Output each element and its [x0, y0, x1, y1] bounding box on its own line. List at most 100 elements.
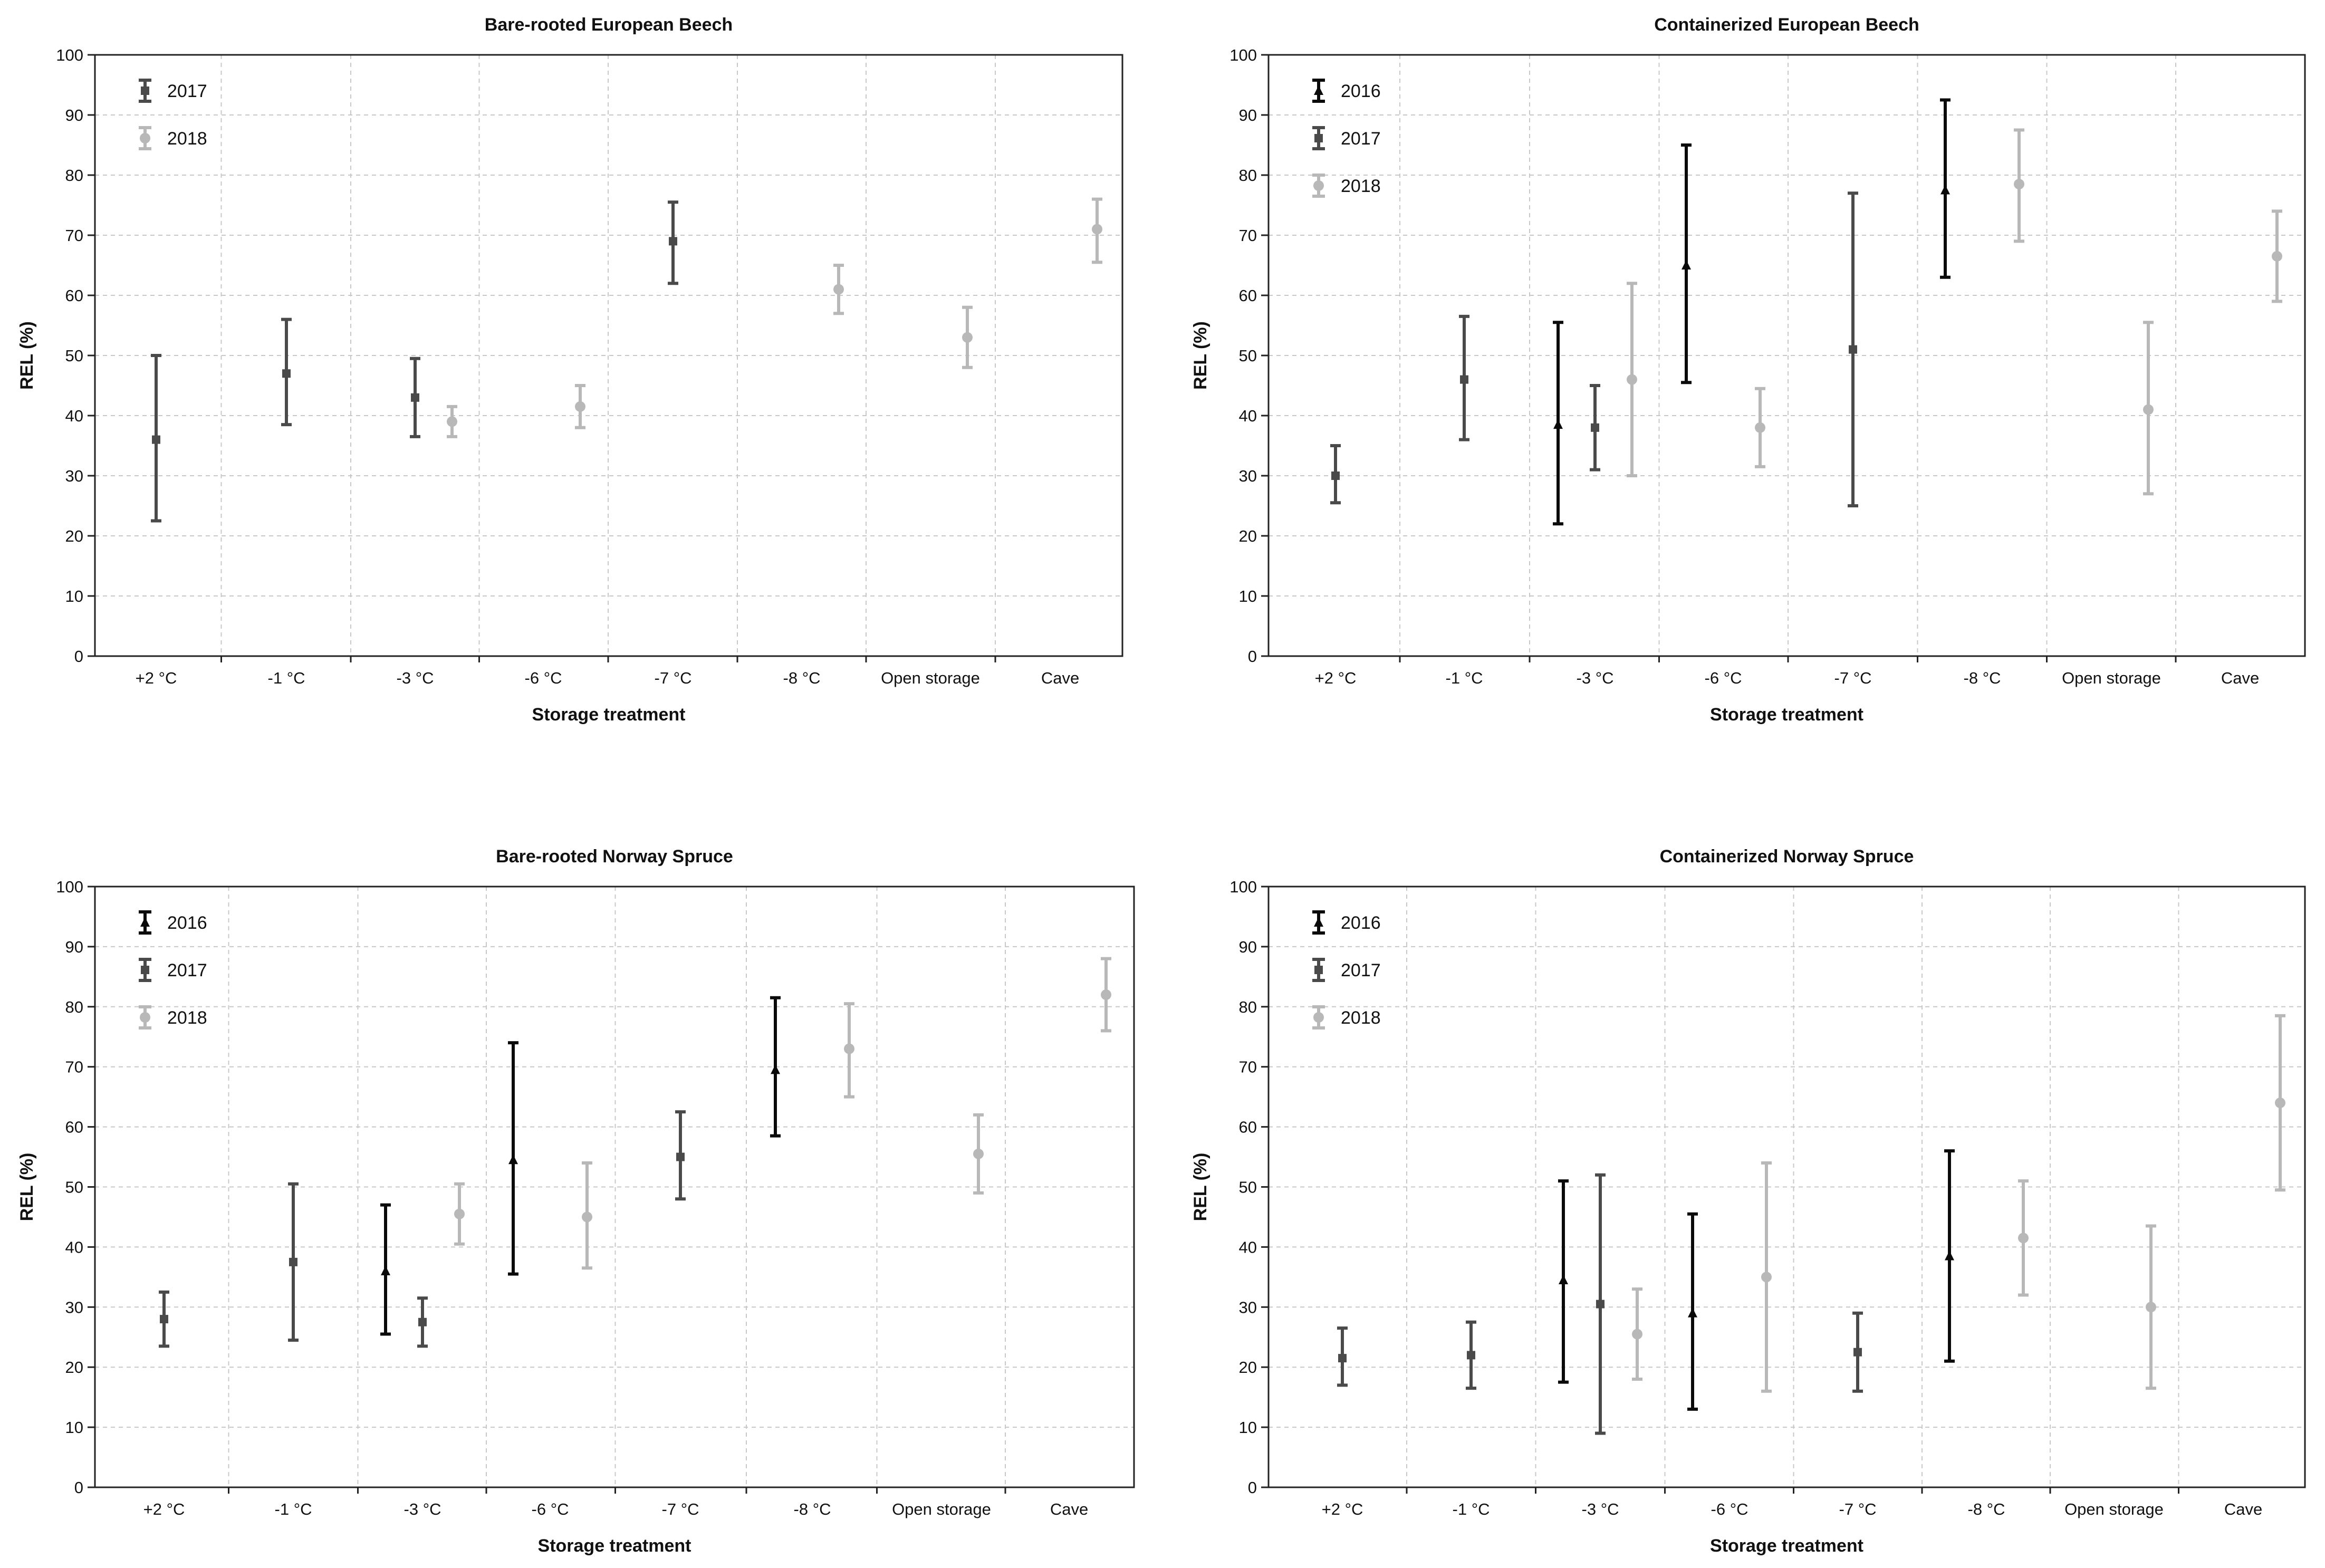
- legend: 2016 2017 2018: [139, 910, 207, 1030]
- y-tick-label: 70: [65, 226, 83, 245]
- y-axis-title: REL (%): [17, 321, 37, 390]
- legend-marker-icon: [140, 917, 150, 927]
- chart-panel-3: 0 10 20 30 40 50 60 70 80 90 100 +2 °C -1 °C -3 °C -6 …: [17, 846, 1135, 1556]
- legend-entry-2016: 2016: [1312, 910, 1381, 935]
- y-tick-label: 10: [1239, 587, 1257, 605]
- x-tick-label: -3 °C: [1577, 669, 1614, 687]
- x-tick-label: -6 °C: [1711, 1500, 1748, 1518]
- x-tick-label: -7 °C: [1834, 669, 1872, 687]
- legend-entry-2018: 2018: [139, 126, 207, 150]
- x-tick-label: Cave: [1050, 1500, 1088, 1518]
- y-tick-label: 80: [65, 998, 83, 1016]
- point-marker: [1849, 345, 1857, 354]
- y-tick-label: 100: [1229, 46, 1257, 64]
- data-point-2017: [1852, 1311, 1863, 1393]
- data-point-2016: [1944, 1149, 1955, 1363]
- y-tick-label: 90: [65, 938, 83, 956]
- data-point-2018: [454, 1182, 465, 1246]
- plot-frame: [1267, 886, 2306, 1488]
- legend-marker-icon: [1313, 180, 1324, 191]
- x-tick-label: Open storage: [2062, 669, 2161, 687]
- y-tick-label: 100: [1229, 878, 1257, 896]
- y-axis-title: REL (%): [1190, 1153, 1210, 1221]
- y-tick-label: 80: [1239, 166, 1257, 185]
- y-tick-label: 40: [65, 1238, 83, 1256]
- x-tick-label: Cave: [2221, 669, 2259, 687]
- y-tick-label: 20: [1239, 527, 1257, 545]
- x-tick-label: -1 °C: [1446, 669, 1483, 687]
- legend: 2016 2017 2018: [1312, 79, 1381, 198]
- y-tick-label: 0: [74, 647, 83, 666]
- data-point-2017: [159, 1290, 169, 1348]
- data-point-2018: [1092, 197, 1102, 264]
- x-tick-label: -7 °C: [655, 669, 692, 687]
- y-tick-label: 90: [1239, 938, 1257, 956]
- data-point-2018: [1761, 1161, 1772, 1393]
- y-tick-label: 10: [65, 1418, 83, 1437]
- data-point-2018: [575, 384, 585, 429]
- data-point-2016: [1681, 143, 1692, 384]
- y-tick-label: 40: [65, 407, 83, 425]
- point-marker: [1101, 989, 1111, 1001]
- x-tick-label: +2 °C: [143, 1500, 185, 1518]
- y-tick-label: 100: [56, 878, 83, 896]
- data-point-2018: [2146, 1224, 2156, 1390]
- x-tick-label: -8 °C: [1968, 1500, 2005, 1518]
- legend-marker-icon: [140, 133, 150, 143]
- x-tick-label: -3 °C: [404, 1500, 441, 1518]
- y-tick-label: 10: [1239, 1418, 1257, 1437]
- data-point-2017: [675, 1110, 686, 1201]
- legend: 2016 2017 2018: [1312, 910, 1381, 1030]
- data-point-2018: [844, 1002, 854, 1099]
- x-tick-label: -3 °C: [1582, 1500, 1619, 1518]
- x-tick-label: -7 °C: [662, 1500, 699, 1518]
- point-marker: [2018, 1233, 2029, 1244]
- y-tick-label: 20: [65, 527, 83, 545]
- chart-panel-2: 0 10 20 30 40 50 60 70 80 90 100 +2 °C -1 °C -3 °C -6 …: [1190, 15, 2306, 725]
- data-point-2016: [1558, 1179, 1569, 1384]
- point-marker: [1553, 419, 1563, 429]
- point-marker: [1559, 1275, 1568, 1285]
- point-marker: [771, 1064, 780, 1074]
- point-marker: [2272, 251, 2282, 262]
- point-marker: [381, 1265, 390, 1275]
- legend-label: 2016: [167, 913, 207, 933]
- legend-label: 2017: [1341, 129, 1381, 149]
- point-marker: [508, 1155, 518, 1165]
- y-tick-label: 50: [1239, 347, 1257, 365]
- y-axis-title: REL (%): [17, 1153, 37, 1221]
- legend-entry-2016: 2016: [139, 910, 207, 935]
- x-tick-label: -7 °C: [1839, 1500, 1877, 1518]
- point-marker: [1682, 260, 1691, 270]
- point-marker: [1632, 1329, 1642, 1340]
- legend-entry-2017: 2017: [139, 958, 207, 982]
- x-tick-label: -6 °C: [532, 1500, 569, 1518]
- legend-entry-2017: 2017: [1312, 126, 1381, 150]
- data-point-2018: [833, 264, 844, 315]
- legend-marker-icon: [1314, 85, 1323, 95]
- legend-label: 2018: [167, 129, 207, 149]
- point-marker: [669, 237, 677, 246]
- y-axis-title: REL (%): [1190, 321, 1210, 390]
- chart-title: Containerized European Beech: [1654, 15, 1919, 35]
- x-tick-label: Open storage: [892, 1500, 991, 1518]
- x-tick-label: Cave: [1041, 669, 1079, 687]
- x-tick-label: -8 °C: [783, 669, 821, 687]
- x-axis-title: Storage treatment: [538, 1536, 691, 1556]
- point-marker: [418, 1317, 427, 1326]
- data-point-2018: [2014, 128, 2024, 243]
- x-tick-label: +2 °C: [1315, 669, 1357, 687]
- x-tick-label: +2 °C: [1322, 1500, 1363, 1518]
- point-marker: [152, 435, 160, 444]
- data-point-2018: [2143, 321, 2154, 496]
- legend-label: 2018: [167, 1008, 207, 1028]
- data-point-2017: [417, 1296, 428, 1348]
- y-tick-label: 60: [1239, 1118, 1257, 1137]
- y-tick-label: 70: [1239, 226, 1257, 245]
- y-tick-label: 80: [1239, 998, 1257, 1016]
- data-point-2018: [962, 305, 973, 369]
- chart-title: Containerized Norway Spruce: [1660, 846, 1914, 867]
- data-point-2017: [1590, 384, 1600, 472]
- legend-marker-icon: [1314, 134, 1323, 142]
